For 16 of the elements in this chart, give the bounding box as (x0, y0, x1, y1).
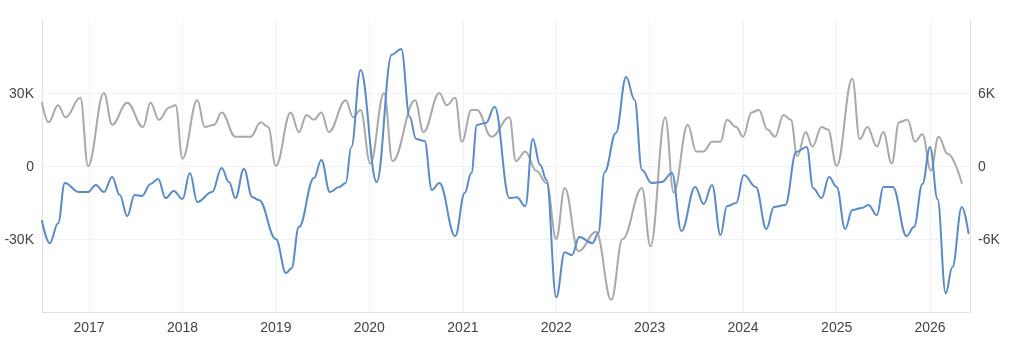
y-tick-label: -30K (4, 231, 35, 247)
x-tick-label: 2019 (260, 319, 292, 335)
x-tick-label: 2022 (540, 319, 573, 335)
y-tick-label: 30K (9, 85, 35, 101)
x-tick-label: 2025 (821, 319, 853, 335)
x-tick-label: 2017 (73, 319, 105, 335)
x-tick-label: 2026 (914, 319, 946, 335)
x-tick-label: 2024 (727, 319, 759, 335)
x-tick-label: 2018 (166, 319, 199, 335)
y-tick-label: 0 (26, 158, 35, 174)
y2-tick-label: 6K (978, 85, 996, 101)
x-tick-label: 2021 (447, 319, 479, 335)
x-tick-label: 2020 (353, 319, 386, 335)
x-tick-label: 2023 (634, 319, 666, 335)
y2-tick-label: -6K (978, 231, 1001, 247)
y2-tick-label: 0 (978, 158, 986, 174)
